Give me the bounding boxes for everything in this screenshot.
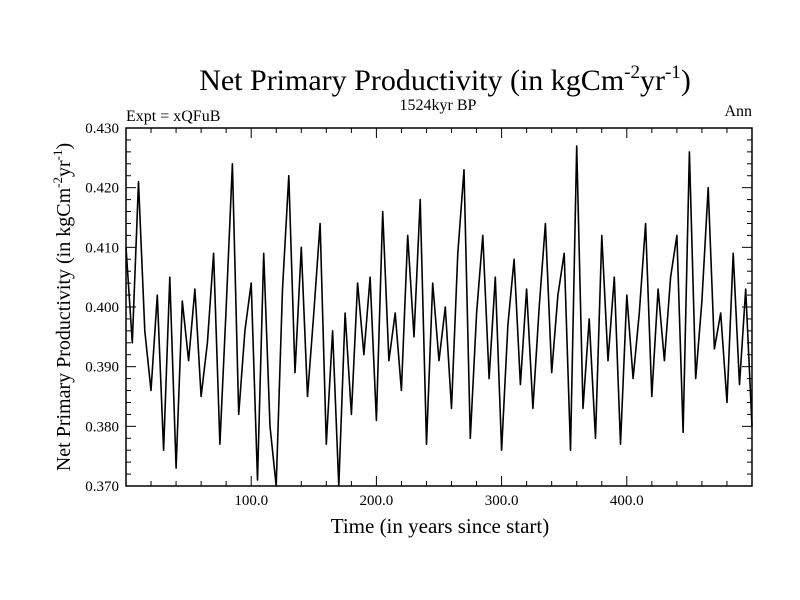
y-axis-label: Net Primary Productivity (in kgCm-2yr-1) xyxy=(50,143,75,471)
y-tick-label: 0.400 xyxy=(85,300,119,316)
y-tick-label: 0.410 xyxy=(85,240,119,256)
series-layer xyxy=(125,145,753,487)
axis-ticks xyxy=(125,127,753,487)
season-label: Ann xyxy=(724,103,752,120)
experiment-label: Expt = xQFuB xyxy=(126,108,220,125)
x-tick-label: 400.0 xyxy=(610,493,644,509)
x-tick-label: 200.0 xyxy=(360,493,394,509)
y-tick-label: 0.370 xyxy=(85,479,119,495)
y-tick-label: 0.420 xyxy=(85,181,119,197)
y-tick-label: 0.430 xyxy=(85,121,119,137)
x-axis-label: Time (in years since start) xyxy=(331,514,550,538)
chart-subtitle: 1524kyr BP xyxy=(400,97,477,114)
x-tick-label: 300.0 xyxy=(485,493,519,509)
x-tick-label: 100.0 xyxy=(234,493,268,509)
y-tick-label: 0.380 xyxy=(85,419,119,435)
chart-title: Net Primary Productivity (in kgCm-2yr-1) xyxy=(199,62,691,97)
y-tick-label: 0.390 xyxy=(85,360,119,376)
axis-tick-labels: 100.0 200.0 300.0 400.0 0.370 0.380 0.390 0.400… xyxy=(85,121,643,509)
series-line-npp xyxy=(125,145,753,487)
